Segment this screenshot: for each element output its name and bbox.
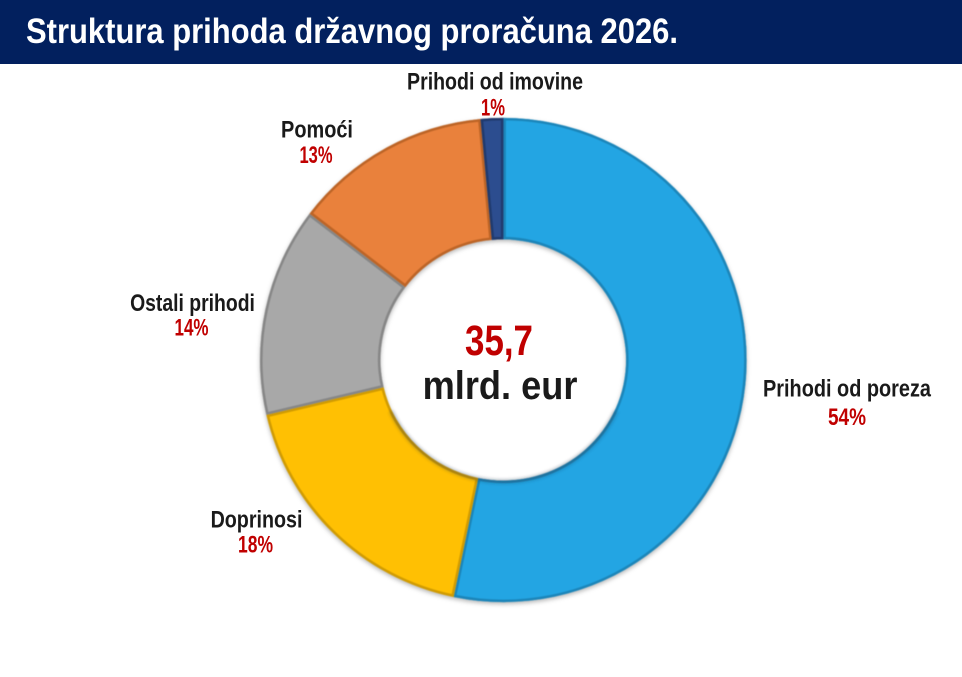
svg-text:13%: 13% <box>299 142 332 169</box>
svg-text:Ostali prihodi: Ostali prihodi <box>130 289 255 317</box>
svg-text:Pomoći: Pomoći <box>281 116 353 143</box>
svg-text:35,7: 35,7 <box>465 318 533 365</box>
svg-text:1%: 1% <box>481 95 505 122</box>
svg-text:Struktura prihoda državnog pro: Struktura prihoda državnog proračuna 202… <box>26 12 678 51</box>
svg-text:54%: 54% <box>828 403 866 431</box>
svg-text:mlrd. eur: mlrd. eur <box>423 363 578 408</box>
svg-text:Prihodi od imovine: Prihodi od imovine <box>407 68 583 95</box>
svg-text:18%: 18% <box>238 532 273 558</box>
svg-text:14%: 14% <box>175 315 209 342</box>
svg-text:Doprinosi: Doprinosi <box>211 506 303 533</box>
svg-text:Prihodi od poreza: Prihodi od poreza <box>763 375 932 402</box>
